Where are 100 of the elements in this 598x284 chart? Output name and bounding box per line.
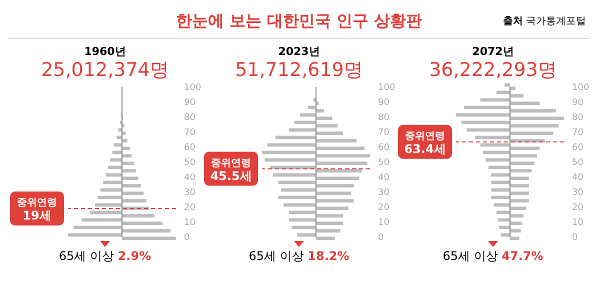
y-tick-label: 90 [378, 98, 390, 108]
ref-line-label: 중위연령 19세 [17, 198, 57, 222]
bar [316, 154, 370, 158]
bar [504, 83, 510, 87]
text: 65세 이상 2.9% [58, 248, 152, 265]
y-tick-label: 70 [378, 128, 390, 138]
bar [316, 139, 356, 142]
bar [122, 154, 132, 158]
bar [122, 176, 138, 180]
chart-title: 2072년 [471, 45, 515, 59]
y-tick-label: 80 [378, 113, 390, 124]
y-tick-label: 0 [572, 233, 578, 244]
y-tick-label: 60 [572, 143, 584, 154]
bar [510, 214, 524, 218]
bar [510, 169, 532, 172]
bar [316, 176, 360, 180]
bar [510, 199, 529, 202]
bar [316, 109, 324, 112]
y-tick-label: 30 [184, 188, 196, 198]
bar [122, 132, 126, 135]
y-tick-label: 40 [572, 173, 584, 184]
y-tick-label: 10 [184, 218, 196, 228]
y-tick-label: 100 [572, 83, 590, 94]
y-tick-label: 80 [184, 113, 196, 124]
bar [316, 184, 354, 188]
y-tick-label: 40 [184, 173, 196, 184]
y-tick-label: 20 [184, 203, 196, 214]
bar [510, 206, 526, 210]
y-tick-label: 70 [572, 128, 584, 138]
bar [510, 116, 564, 120]
bar [510, 229, 521, 232]
bar [316, 222, 343, 225]
bar [316, 236, 335, 240]
ref-line-label: 중위연령 63.4세 [404, 130, 446, 156]
bar [122, 169, 136, 172]
bar [510, 109, 556, 112]
y-tick-label: 40 [378, 173, 390, 184]
bar [316, 192, 352, 195]
source-note: 출처 국가통계포털 [502, 15, 586, 28]
bar [122, 229, 171, 232]
y-tick-label: 90 [184, 98, 196, 108]
bar [510, 132, 554, 135]
bar [316, 132, 343, 135]
bar [510, 184, 529, 188]
chart-subtitle: 51,712,619명 [234, 59, 364, 81]
bar [122, 222, 162, 225]
bar [510, 236, 520, 240]
y-tick-label: 0 [378, 233, 384, 244]
y-tick-label: 50 [378, 158, 390, 168]
bar [316, 162, 368, 165]
bar [510, 94, 524, 98]
y-tick-label: 100 [378, 83, 396, 94]
bar [316, 214, 343, 218]
y-tick-label: 10 [572, 218, 584, 228]
y-tick-label: 90 [572, 98, 584, 108]
y-tick-label: 30 [572, 188, 584, 198]
bar [510, 176, 529, 180]
bar [122, 162, 134, 165]
bar [316, 199, 354, 202]
bar [316, 229, 340, 232]
y-tick-label: 0 [184, 233, 190, 244]
bar [122, 192, 144, 195]
y-tick-label: 10 [378, 218, 390, 228]
text: 65세 이상 18.2% [248, 248, 350, 265]
y-tick-label: 20 [378, 203, 390, 214]
bar [122, 139, 128, 142]
bar [510, 102, 540, 105]
bar [510, 146, 540, 150]
bar [510, 192, 529, 195]
bar [122, 199, 146, 202]
bar [510, 162, 534, 165]
bar [316, 124, 338, 128]
y-tick-label: 70 [184, 128, 196, 138]
bar [316, 146, 365, 150]
y-tick-label: 80 [572, 113, 584, 124]
bar [316, 116, 332, 120]
chart-title: 1960년 [83, 45, 127, 59]
bar [510, 124, 559, 128]
chart-title: 2023년 [277, 45, 321, 59]
y-tick-label: 60 [184, 143, 196, 154]
bar [122, 146, 130, 150]
ref-line-label: 중위연령 45.5세 [210, 158, 252, 183]
chart-subtitle: 36,222,293명 [428, 59, 558, 81]
y-tick-label: 100 [184, 83, 202, 94]
y-tick-label: 30 [378, 188, 390, 198]
bar [510, 154, 537, 158]
bar [122, 184, 141, 188]
bar [122, 214, 154, 218]
chart-subtitle: 25,012,374명 [40, 59, 170, 81]
bar [316, 206, 348, 210]
y-tick-label: 20 [572, 203, 584, 214]
y-tick-label: 50 [184, 158, 196, 168]
text: 65세 이상 47.7% [442, 248, 544, 265]
y-tick-label: 50 [572, 158, 584, 168]
bar [510, 222, 522, 225]
text: 한눈에 보는 대한민국 인구 상황판 [176, 11, 422, 30]
bar [122, 236, 176, 240]
y-tick-label: 60 [378, 143, 390, 154]
bar [510, 86, 516, 90]
bar [316, 169, 362, 172]
